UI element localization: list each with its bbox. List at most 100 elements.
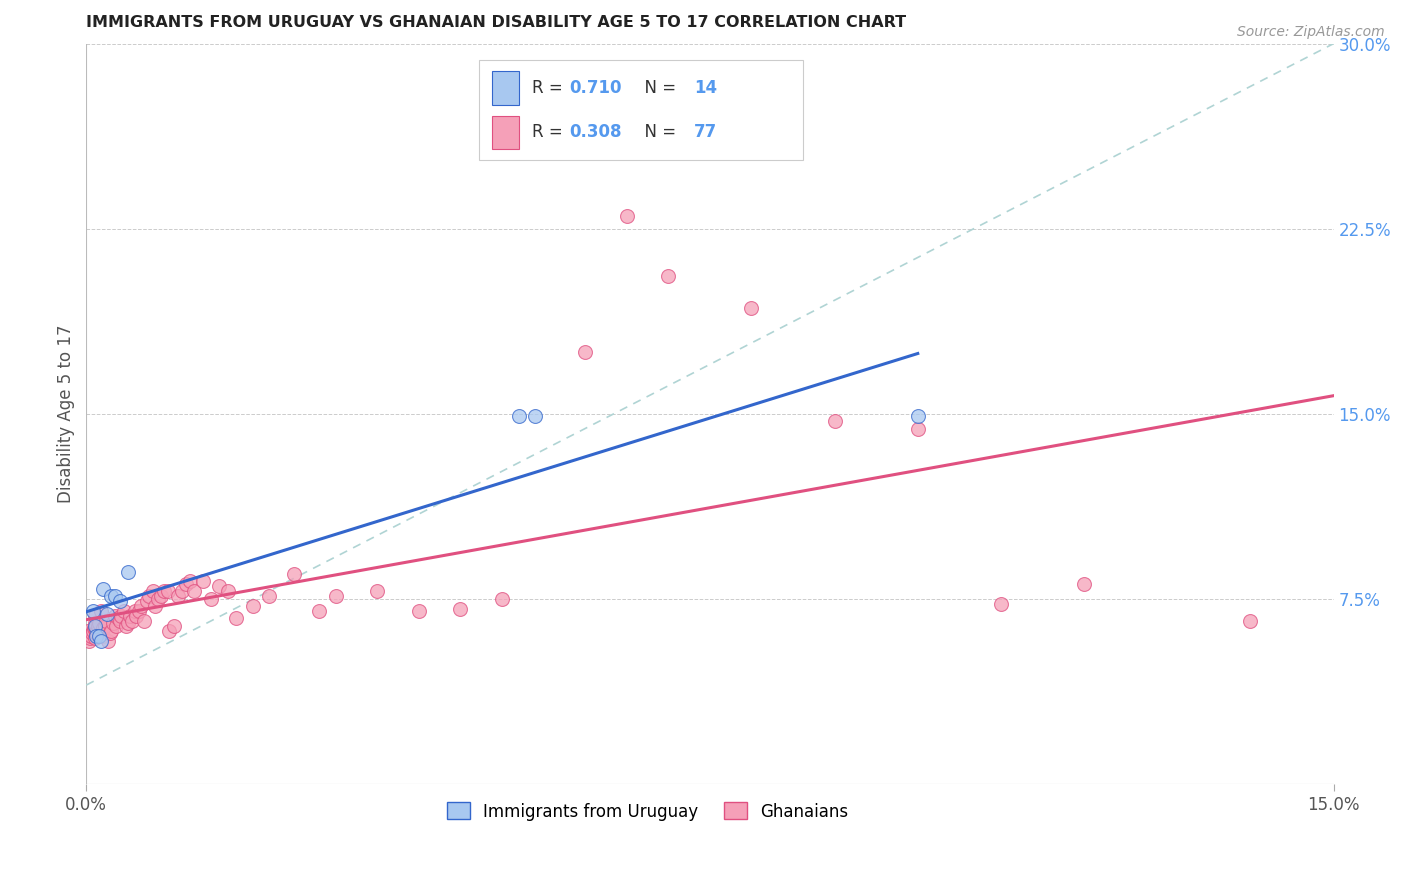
Point [907, 421, 929, 435]
Point [82, 626, 104, 640]
Point [83, 631, 105, 645]
Point [242, 599, 264, 614]
Point [308, 604, 330, 618]
Point [129, 599, 152, 614]
Point [91, 629, 114, 643]
Point [142, 584, 165, 599]
Text: R =: R = [531, 123, 568, 142]
Point [80, 629, 103, 643]
Point [153, 584, 176, 599]
Point [90, 604, 112, 618]
Point [408, 604, 430, 618]
Point [159, 624, 181, 638]
Point [740, 301, 762, 315]
FancyBboxPatch shape [479, 60, 803, 160]
Point [77, 624, 100, 638]
Point [100, 589, 122, 603]
Point [101, 616, 124, 631]
Point [96, 614, 118, 628]
Point [191, 574, 214, 589]
Point [183, 584, 205, 599]
Point [118, 609, 141, 624]
Text: 14: 14 [693, 79, 717, 97]
Bar [492, 116, 519, 149]
Point [91, 621, 114, 635]
Point [508, 409, 530, 424]
Point [105, 619, 128, 633]
Point [83, 621, 105, 635]
Point [84, 626, 107, 640]
Point [170, 584, 193, 599]
Point [82, 604, 104, 618]
Point [104, 589, 127, 603]
Point [1239, 614, 1261, 628]
Point [79, 629, 101, 643]
Point [990, 597, 1012, 611]
Point [90, 633, 112, 648]
Text: R =: R = [531, 79, 568, 97]
Point [574, 345, 596, 359]
Point [366, 584, 388, 599]
Point [134, 614, 156, 628]
Point [162, 619, 184, 633]
Point [110, 609, 132, 624]
Point [524, 409, 547, 424]
Point [100, 624, 122, 638]
Point [108, 614, 131, 628]
Point [82, 624, 104, 638]
Point [117, 565, 139, 579]
Point [166, 589, 188, 603]
Point [87, 616, 110, 631]
Point [87, 619, 110, 633]
Point [824, 414, 846, 428]
Text: IMMIGRANTS FROM URUGUAY VS GHANAIAN DISABILITY AGE 5 TO 17 CORRELATION CHART: IMMIGRANTS FROM URUGUAY VS GHANAIAN DISA… [86, 15, 907, 30]
Point [138, 589, 160, 603]
Point [83, 609, 105, 624]
Point [208, 579, 231, 593]
Text: 0.710: 0.710 [569, 79, 621, 97]
Point [107, 611, 129, 625]
Point [121, 614, 143, 628]
Point [83, 616, 105, 631]
Point [325, 589, 347, 603]
Point [96, 607, 118, 621]
Text: 0.308: 0.308 [569, 123, 621, 142]
Point [124, 604, 146, 618]
Point [1073, 577, 1095, 591]
Point [87, 629, 110, 643]
Point [117, 616, 139, 631]
Point [97, 633, 120, 648]
Point [200, 591, 222, 606]
Point [128, 604, 150, 618]
Y-axis label: Disability Age 5 to 17: Disability Age 5 to 17 [58, 325, 75, 503]
Text: 77: 77 [693, 123, 717, 142]
Point [143, 599, 166, 614]
Point [83, 619, 105, 633]
Point [225, 611, 247, 625]
Point [77, 633, 100, 648]
Text: N =: N = [634, 123, 681, 142]
Point [616, 210, 638, 224]
Point [150, 589, 173, 603]
Point [657, 268, 679, 283]
Legend: Immigrants from Uruguay, Ghanaians: Immigrants from Uruguay, Ghanaians [440, 796, 855, 827]
Point [491, 591, 513, 606]
Point [83, 621, 105, 635]
Point [283, 567, 305, 582]
Point [103, 609, 125, 624]
Point [174, 577, 197, 591]
Point [257, 589, 280, 603]
Point [115, 619, 138, 633]
Point [84, 629, 107, 643]
Point [146, 591, 169, 606]
Point [125, 609, 148, 624]
Point [112, 604, 135, 618]
Point [93, 619, 115, 633]
Point [98, 626, 121, 640]
Point [179, 574, 201, 589]
Point [108, 594, 131, 608]
Point [79, 631, 101, 645]
Text: Source: ZipAtlas.com: Source: ZipAtlas.com [1237, 25, 1385, 39]
Point [156, 584, 179, 599]
Point [907, 409, 929, 424]
